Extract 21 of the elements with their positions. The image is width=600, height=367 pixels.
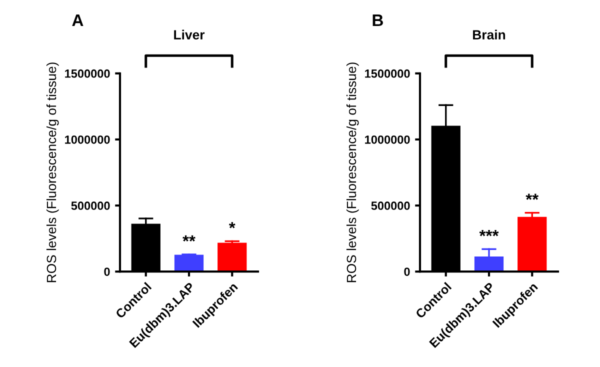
bar [174,254,204,272]
annotation: ** [182,235,196,242]
annotation: *** [479,230,499,236]
bar [218,242,247,272]
chart-subtitle: Liver [174,30,205,40]
y-axis-title: ROS levels (Fluorescence/g of tissue) [346,62,359,282]
chart-title: A [72,14,84,26]
chart-subtitle: Brain [473,30,506,40]
y-tick-label: 0 [104,268,110,276]
chart-title: B [372,14,383,26]
annotation: * [228,222,236,228]
annotation: ** [526,194,539,200]
y-tick-label: 1000000 [365,135,410,144]
y-tick-label: 500000 [71,202,110,210]
bar [518,216,547,272]
y-tick-label: 1500000 [65,69,110,78]
y-axis-title: ROS levels (Fluorescence/g of tissue) [46,62,59,282]
y-tick-label: 1000000 [65,135,110,144]
y-tick-label: 500000 [371,202,410,210]
y-tick-label: 1500000 [365,69,410,78]
y-tick-label: 0 [404,268,410,276]
